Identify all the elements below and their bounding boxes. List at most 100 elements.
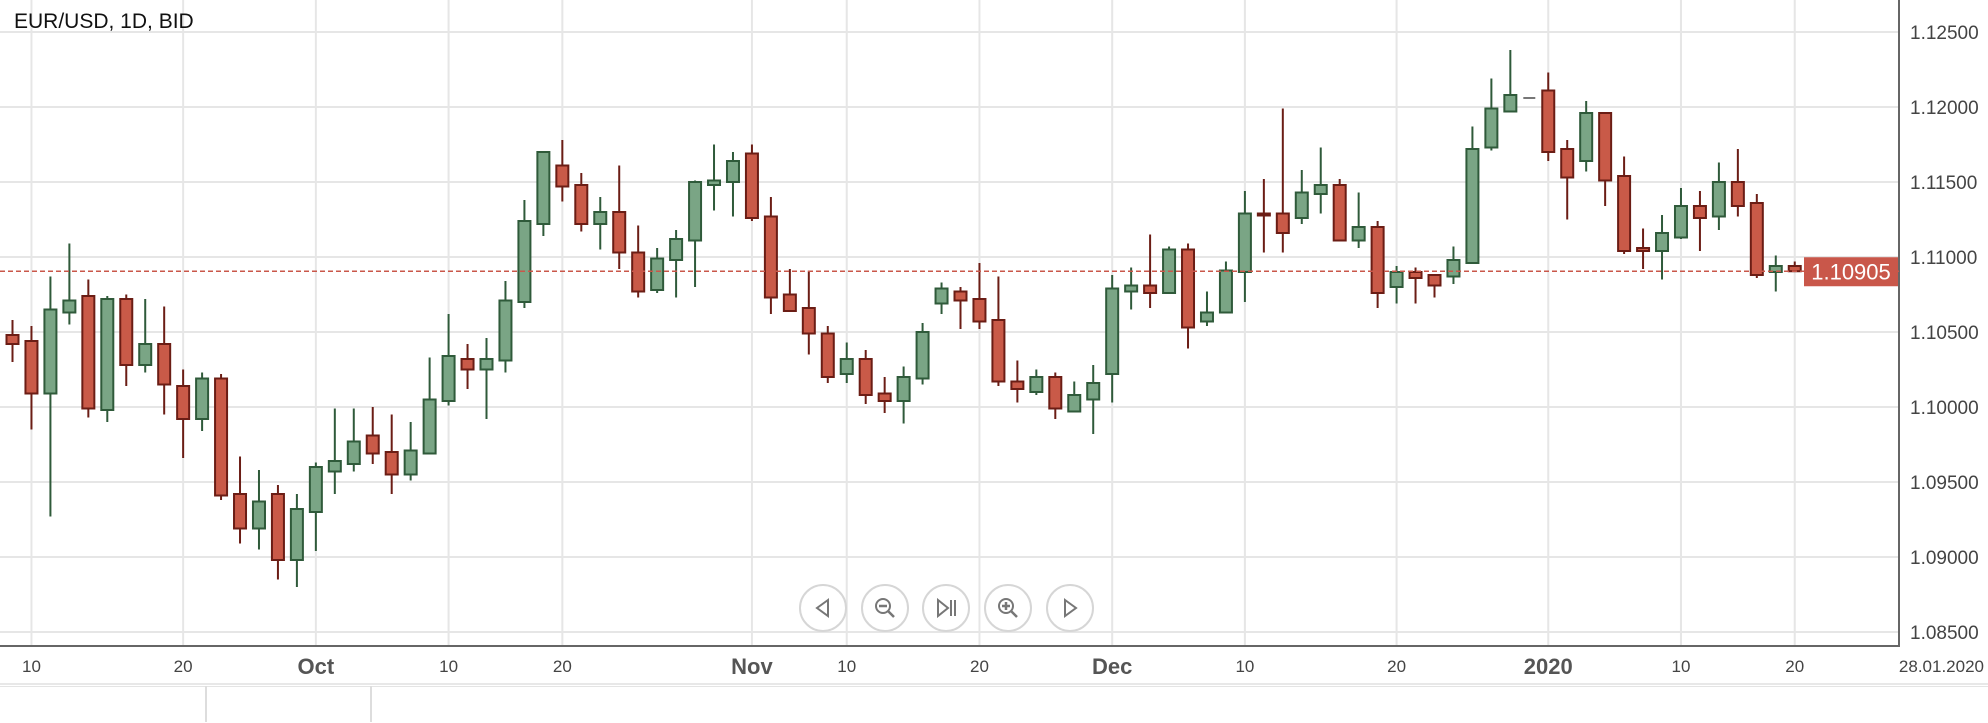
candle-bearish	[1010, 360, 1025, 403]
candle-bearish	[24, 326, 39, 430]
candle-body	[479, 358, 494, 371]
candle-bullish	[62, 243, 77, 325]
candle-body	[1541, 89, 1556, 153]
candle-bearish	[953, 287, 968, 329]
candle-bullish	[1465, 126, 1480, 264]
y-tick-label: 1.09500	[1910, 473, 1979, 494]
candle-body	[650, 257, 665, 291]
candle-bullish	[251, 470, 266, 550]
candle-body	[1124, 284, 1139, 293]
reset-to-latest-button[interactable]	[922, 584, 970, 632]
candle-bearish	[1692, 191, 1707, 251]
triangle-right-icon	[1064, 598, 1078, 618]
x-tick-label: 20	[174, 657, 193, 676]
candle-body	[1503, 94, 1518, 113]
scroll-left-button[interactable]	[799, 584, 847, 632]
candle-body	[1560, 148, 1575, 179]
candle-body	[119, 298, 134, 366]
candle-bullish	[441, 314, 456, 406]
candle-bearish	[1787, 261, 1802, 273]
candles	[5, 50, 1802, 587]
candle-body	[839, 358, 854, 375]
axes: 1.12500 1.12000 1.11500 1.11000 1.10500 1.100…	[0, 0, 1988, 685]
zoom-in-button[interactable]	[984, 584, 1032, 632]
x-tick-label: 10	[1235, 657, 1254, 676]
candle-bullish	[1124, 267, 1139, 310]
candle-body	[1370, 226, 1385, 294]
navigator-strip[interactable]	[0, 686, 1988, 723]
candle-bullish	[1199, 291, 1214, 326]
candle-body	[1029, 376, 1044, 393]
candle-bullish	[896, 366, 911, 424]
candle-body	[574, 184, 589, 225]
candle-body	[441, 355, 456, 402]
candle-bullish	[479, 338, 494, 419]
candle-bullish	[517, 200, 532, 308]
candle-bullish	[915, 323, 930, 385]
candle-bearish	[820, 326, 835, 383]
candle-body	[669, 238, 684, 261]
candle-bullish	[1503, 50, 1518, 113]
candle-body	[1692, 205, 1707, 219]
candle-body	[1086, 382, 1101, 401]
x-tick-label: Dec	[1092, 654, 1132, 679]
y-tick-label: 1.08500	[1910, 623, 1979, 644]
candle-bullish	[1313, 147, 1328, 214]
candle-body	[1465, 148, 1480, 264]
candle-body	[877, 392, 892, 402]
candle-body	[1655, 232, 1670, 252]
candle-bearish	[81, 279, 96, 418]
candle-bullish	[422, 357, 437, 455]
candle-bearish	[270, 485, 285, 580]
candle-body	[953, 290, 968, 302]
scroll-right-button[interactable]	[1046, 584, 1094, 632]
candle-bearish	[1427, 274, 1442, 298]
candle-body	[43, 308, 58, 395]
candle-body	[1275, 212, 1290, 234]
chart-title: EUR/USD, 1D, BID	[14, 10, 194, 33]
candle-bullish	[327, 408, 342, 494]
candle-body	[915, 331, 930, 380]
candle-bullish	[1218, 261, 1233, 314]
candle-bearish	[1275, 108, 1290, 253]
candle-body	[1579, 112, 1594, 162]
candle-body	[24, 340, 39, 395]
candle-body	[896, 376, 911, 402]
zoom-out-button[interactable]	[861, 584, 909, 632]
candle-bearish	[233, 456, 248, 544]
candle-body	[195, 377, 210, 420]
navigator-handle-right[interactable]	[370, 686, 372, 722]
candle-bearish	[1370, 221, 1385, 308]
candle-bearish	[1332, 179, 1347, 242]
current-price-marker: 1.10905	[0, 257, 1899, 287]
candle-body	[1408, 271, 1423, 279]
candle-body	[991, 319, 1006, 383]
candle-bullish	[669, 230, 684, 298]
candle-bearish	[612, 165, 627, 269]
candle-body	[308, 466, 323, 513]
candle-bearish	[1181, 243, 1196, 349]
candle-bearish	[214, 374, 229, 500]
candle-body	[1010, 380, 1025, 390]
candle-body	[157, 343, 172, 386]
skip-to-end-icon	[937, 597, 956, 619]
candle-bullish	[536, 151, 551, 236]
candle-body	[270, 493, 285, 561]
x-tick-label: 20	[553, 657, 572, 676]
candle-bearish	[555, 140, 570, 202]
candle-body	[1730, 181, 1745, 207]
candle-body	[1351, 226, 1366, 242]
candle-bullish	[308, 462, 323, 551]
candle-body	[612, 211, 627, 254]
x-tick-label: Oct	[298, 654, 335, 679]
navigator-handle-left[interactable]	[205, 686, 207, 722]
candle-body	[422, 398, 437, 455]
candle-bearish	[1560, 140, 1575, 220]
candle-body	[1105, 287, 1120, 375]
candle-bullish	[100, 296, 115, 422]
candle-body	[100, 298, 115, 411]
y-tick-label: 1.12500	[1910, 23, 1979, 44]
candle-body	[1711, 181, 1726, 218]
candle-bullish	[1711, 162, 1726, 230]
